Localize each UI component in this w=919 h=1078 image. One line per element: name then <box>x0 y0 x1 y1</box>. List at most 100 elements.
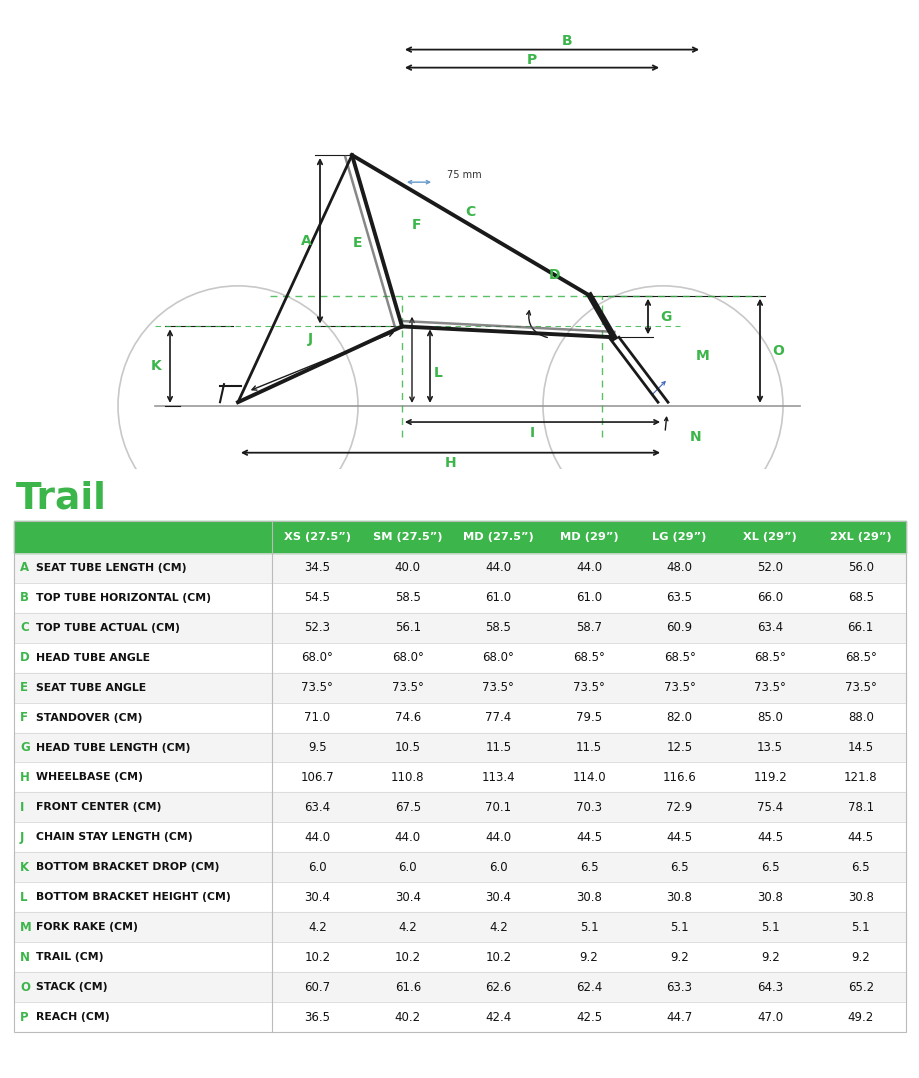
Text: BOTTOM BRACKET DROP (CM): BOTTOM BRACKET DROP (CM) <box>36 862 219 872</box>
Text: 13.5: 13.5 <box>756 741 782 754</box>
Text: 72.9: 72.9 <box>665 801 692 814</box>
Text: H: H <box>444 456 456 470</box>
Text: 6.0: 6.0 <box>308 861 326 874</box>
Text: P: P <box>20 1010 28 1024</box>
Text: C: C <box>20 621 28 634</box>
Text: TOP TUBE ACTUAL (CM): TOP TUBE ACTUAL (CM) <box>36 623 180 633</box>
Text: 61.6: 61.6 <box>394 981 421 994</box>
Text: 44.5: 44.5 <box>756 831 782 844</box>
Text: 58.5: 58.5 <box>394 591 420 605</box>
Text: 56.0: 56.0 <box>846 562 873 575</box>
Text: 5.1: 5.1 <box>760 921 778 934</box>
Text: 44.0: 44.0 <box>485 831 511 844</box>
Text: 119.2: 119.2 <box>753 771 786 784</box>
Bar <box>14 583 905 612</box>
Text: 61.0: 61.0 <box>575 591 601 605</box>
Text: 82.0: 82.0 <box>666 711 692 724</box>
Bar <box>14 673 905 703</box>
Text: D: D <box>549 268 561 282</box>
Text: CHAIN STAY LENGTH (CM): CHAIN STAY LENGTH (CM) <box>36 832 192 842</box>
Text: 64.3: 64.3 <box>756 981 782 994</box>
Text: 73.5°: 73.5° <box>844 681 876 694</box>
Text: 113.4: 113.4 <box>481 771 515 784</box>
Text: 63.4: 63.4 <box>756 621 782 634</box>
Text: 68.5°: 68.5° <box>844 651 876 664</box>
Text: REACH (CM): REACH (CM) <box>36 1012 109 1022</box>
Text: 30.4: 30.4 <box>394 890 420 903</box>
Text: TOP TUBE HORIZONTAL (CM): TOP TUBE HORIZONTAL (CM) <box>36 593 210 603</box>
Text: P: P <box>527 53 537 67</box>
Text: 77.4: 77.4 <box>485 711 511 724</box>
Text: 49.2: 49.2 <box>846 1010 873 1024</box>
Text: WHEELBASE (CM): WHEELBASE (CM) <box>36 773 142 783</box>
Text: 66.0: 66.0 <box>756 591 782 605</box>
Text: 9.2: 9.2 <box>669 951 688 964</box>
Text: B: B <box>562 34 572 49</box>
Text: 2XL (29”): 2XL (29”) <box>829 531 891 542</box>
Text: K: K <box>20 861 29 874</box>
Text: K: K <box>151 359 161 373</box>
Text: 58.7: 58.7 <box>575 621 601 634</box>
Text: 75.4: 75.4 <box>756 801 782 814</box>
Text: H: H <box>20 771 29 784</box>
Text: J: J <box>20 831 24 844</box>
Text: 66.1: 66.1 <box>846 621 873 634</box>
Text: 65.2: 65.2 <box>846 981 873 994</box>
Text: 30.4: 30.4 <box>304 890 330 903</box>
Text: 30.8: 30.8 <box>575 890 601 903</box>
Text: 4.2: 4.2 <box>308 921 326 934</box>
Text: 67.5: 67.5 <box>394 801 421 814</box>
Text: 4.2: 4.2 <box>398 921 417 934</box>
Text: XS (27.5”): XS (27.5”) <box>283 531 350 542</box>
Text: 34.5: 34.5 <box>304 562 330 575</box>
Bar <box>14 882 905 912</box>
Text: 9.2: 9.2 <box>760 951 778 964</box>
Text: M: M <box>696 349 709 363</box>
Text: Trail: Trail <box>16 481 107 517</box>
Text: O: O <box>771 344 783 358</box>
Text: 9.5: 9.5 <box>308 741 326 754</box>
Text: 110.8: 110.8 <box>391 771 425 784</box>
Text: 54.5: 54.5 <box>304 591 330 605</box>
Text: 6.5: 6.5 <box>760 861 778 874</box>
Text: 121.8: 121.8 <box>843 771 877 784</box>
Text: 48.0: 48.0 <box>666 562 692 575</box>
Bar <box>14 792 905 823</box>
Text: 68.0°: 68.0° <box>482 651 514 664</box>
Text: 30.8: 30.8 <box>756 890 782 903</box>
Text: 30.8: 30.8 <box>846 890 873 903</box>
Text: 6.5: 6.5 <box>579 861 597 874</box>
Text: 42.5: 42.5 <box>575 1010 601 1024</box>
Text: 44.5: 44.5 <box>575 831 601 844</box>
Text: 44.0: 44.0 <box>304 831 330 844</box>
Bar <box>14 612 905 642</box>
Text: 10.2: 10.2 <box>394 951 421 964</box>
Text: 44.0: 44.0 <box>394 831 421 844</box>
Text: 63.4: 63.4 <box>304 801 330 814</box>
Text: 9.2: 9.2 <box>850 951 869 964</box>
Bar <box>14 733 905 762</box>
Bar <box>14 521 905 1032</box>
Text: 88.0: 88.0 <box>846 711 873 724</box>
Text: 62.4: 62.4 <box>575 981 601 994</box>
Text: 73.5°: 73.5° <box>754 681 785 694</box>
Text: 44.5: 44.5 <box>665 831 692 844</box>
Text: 68.0°: 68.0° <box>391 651 424 664</box>
Bar <box>14 703 905 733</box>
Text: SEAT TUBE LENGTH (CM): SEAT TUBE LENGTH (CM) <box>36 563 187 572</box>
Text: 11.5: 11.5 <box>485 741 511 754</box>
Text: 52.3: 52.3 <box>304 621 330 634</box>
Bar <box>14 521 905 553</box>
Text: 74.6: 74.6 <box>394 711 421 724</box>
Text: F: F <box>412 219 421 233</box>
Text: E: E <box>353 236 362 250</box>
Text: 10.2: 10.2 <box>485 951 511 964</box>
Text: N: N <box>20 951 30 964</box>
Bar <box>14 762 905 792</box>
Text: 12.5: 12.5 <box>665 741 692 754</box>
Text: F: F <box>20 711 28 724</box>
Text: 42.4: 42.4 <box>485 1010 511 1024</box>
Text: 68.5°: 68.5° <box>573 651 605 664</box>
Text: 56.1: 56.1 <box>394 621 421 634</box>
Text: L: L <box>434 367 442 381</box>
